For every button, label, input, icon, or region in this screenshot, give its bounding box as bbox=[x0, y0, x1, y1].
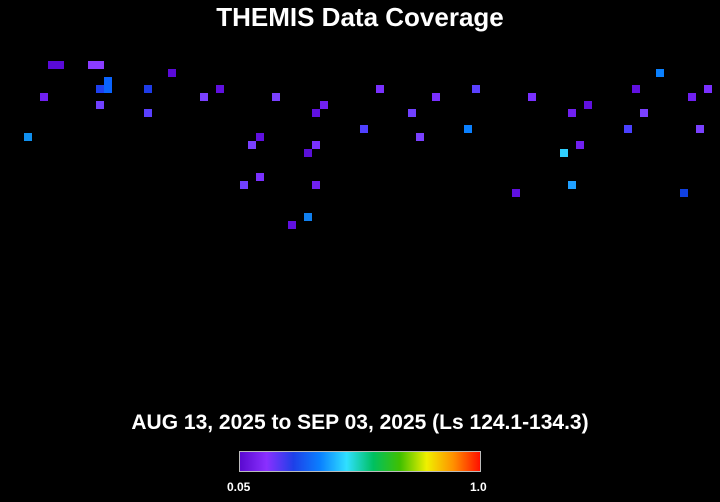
coverage-cell bbox=[312, 141, 320, 149]
coverage-cell bbox=[312, 181, 320, 189]
coverage-cell bbox=[104, 85, 112, 93]
coverage-cell bbox=[472, 85, 480, 93]
coverage-cell bbox=[168, 69, 176, 77]
coverage-cell bbox=[96, 101, 104, 109]
coverage-cell bbox=[288, 221, 296, 229]
coverage-cell bbox=[88, 61, 96, 69]
coverage-cell bbox=[560, 149, 568, 157]
coverage-cell bbox=[680, 189, 688, 197]
coverage-cell bbox=[360, 125, 368, 133]
coverage-cell bbox=[640, 109, 648, 117]
coverage-cell bbox=[40, 93, 48, 101]
coverage-cell bbox=[320, 101, 328, 109]
coverage-cell bbox=[256, 133, 264, 141]
coverage-cell bbox=[248, 141, 256, 149]
coverage-cell bbox=[464, 125, 472, 133]
coverage-cell bbox=[568, 109, 576, 117]
coverage-cell bbox=[256, 173, 264, 181]
colorbar-min-label: 0.05 bbox=[227, 480, 251, 494]
coverage-cell bbox=[376, 85, 384, 93]
coverage-cell bbox=[272, 93, 280, 101]
colorbar bbox=[239, 451, 481, 472]
coverage-cell bbox=[584, 101, 592, 109]
colorbar-max-label: 1.0 bbox=[470, 480, 487, 494]
coverage-cell bbox=[56, 61, 64, 69]
coverage-cell bbox=[624, 125, 632, 133]
coverage-cell bbox=[528, 93, 536, 101]
coverage-cell bbox=[96, 85, 104, 93]
coverage-cell bbox=[632, 85, 640, 93]
coverage-cell bbox=[408, 109, 416, 117]
coverage-cell bbox=[416, 133, 424, 141]
coverage-cell bbox=[24, 133, 32, 141]
coverage-cell bbox=[576, 141, 584, 149]
coverage-cell bbox=[200, 93, 208, 101]
coverage-cell bbox=[104, 77, 112, 85]
chart-title: THEMIS Data Coverage bbox=[216, 2, 504, 32]
coverage-cell bbox=[512, 189, 520, 197]
coverage-cell bbox=[432, 93, 440, 101]
coverage-cell bbox=[656, 69, 664, 77]
coverage-cell bbox=[96, 61, 104, 69]
coverage-cell bbox=[704, 85, 712, 93]
coverage-cell bbox=[144, 109, 152, 117]
coverage-cell bbox=[696, 125, 704, 133]
coverage-cell bbox=[48, 61, 56, 69]
coverage-cell bbox=[304, 149, 312, 157]
coverage-cell bbox=[216, 85, 224, 93]
coverage-cell bbox=[304, 213, 312, 221]
coverage-cell bbox=[312, 109, 320, 117]
coverage-cell bbox=[144, 85, 152, 93]
coverage-plot bbox=[0, 61, 720, 401]
date-range-subtitle: AUG 13, 2025 to SEP 03, 2025 (Ls 124.1-1… bbox=[131, 411, 589, 434]
coverage-cell bbox=[688, 93, 696, 101]
coverage-cell bbox=[568, 181, 576, 189]
coverage-cell bbox=[240, 181, 248, 189]
